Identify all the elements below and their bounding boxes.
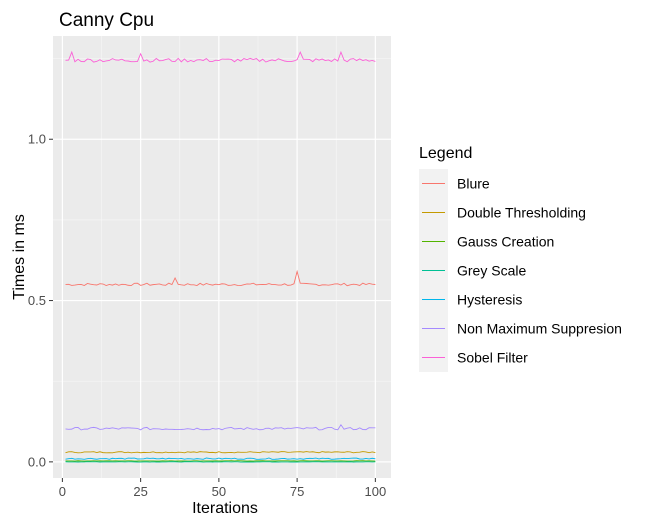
x-tick-label: 75	[290, 484, 304, 499]
x-tick-label: 50	[212, 484, 226, 499]
legend-label-blure: Blure	[457, 176, 490, 192]
x-tick-label: 100	[365, 484, 387, 499]
series-line-hysteresis	[65, 457, 376, 460]
legend-label-double-thresholding: Double Thresholding	[457, 205, 586, 221]
y-tick-label: 1.0	[28, 132, 46, 147]
legend-label-non-maximum-suppresion: Non Maximum Suppresion	[457, 321, 622, 337]
series-line-non-maximum-suppresion	[65, 423, 376, 431]
legend-label-sobel-filter: Sobel Filter	[457, 350, 528, 366]
legend-label-hysteresis: Hysteresis	[457, 292, 522, 308]
x-tick-label: 0	[59, 484, 66, 499]
series-line-double-thresholding	[65, 451, 376, 454]
y-axis-title: Times in ms	[11, 214, 28, 300]
chart-title: Canny Cpu	[59, 10, 154, 31]
series-line-blure	[65, 269, 376, 287]
series-lines	[65, 50, 376, 463]
x-tick-label: 25	[133, 484, 147, 499]
legend-title: Legend	[419, 145, 472, 162]
plot-panel	[53, 36, 391, 478]
y-tick-label: 0.0	[28, 454, 46, 469]
legend-label-grey-scale: Grey Scale	[457, 263, 526, 279]
y-tick-label: 0.5	[28, 293, 46, 308]
x-axis-title: Iterations	[192, 500, 258, 517]
series-line-sobel-filter	[65, 50, 376, 63]
legend: Blure Double Thresholding Gauss Creation Gr…	[419, 169, 622, 372]
legend-label-gauss-creation: Gauss Creation	[457, 234, 554, 250]
axis-ticks: 0 25 50 75 100 0.0 0.5 1.0	[28, 132, 386, 499]
